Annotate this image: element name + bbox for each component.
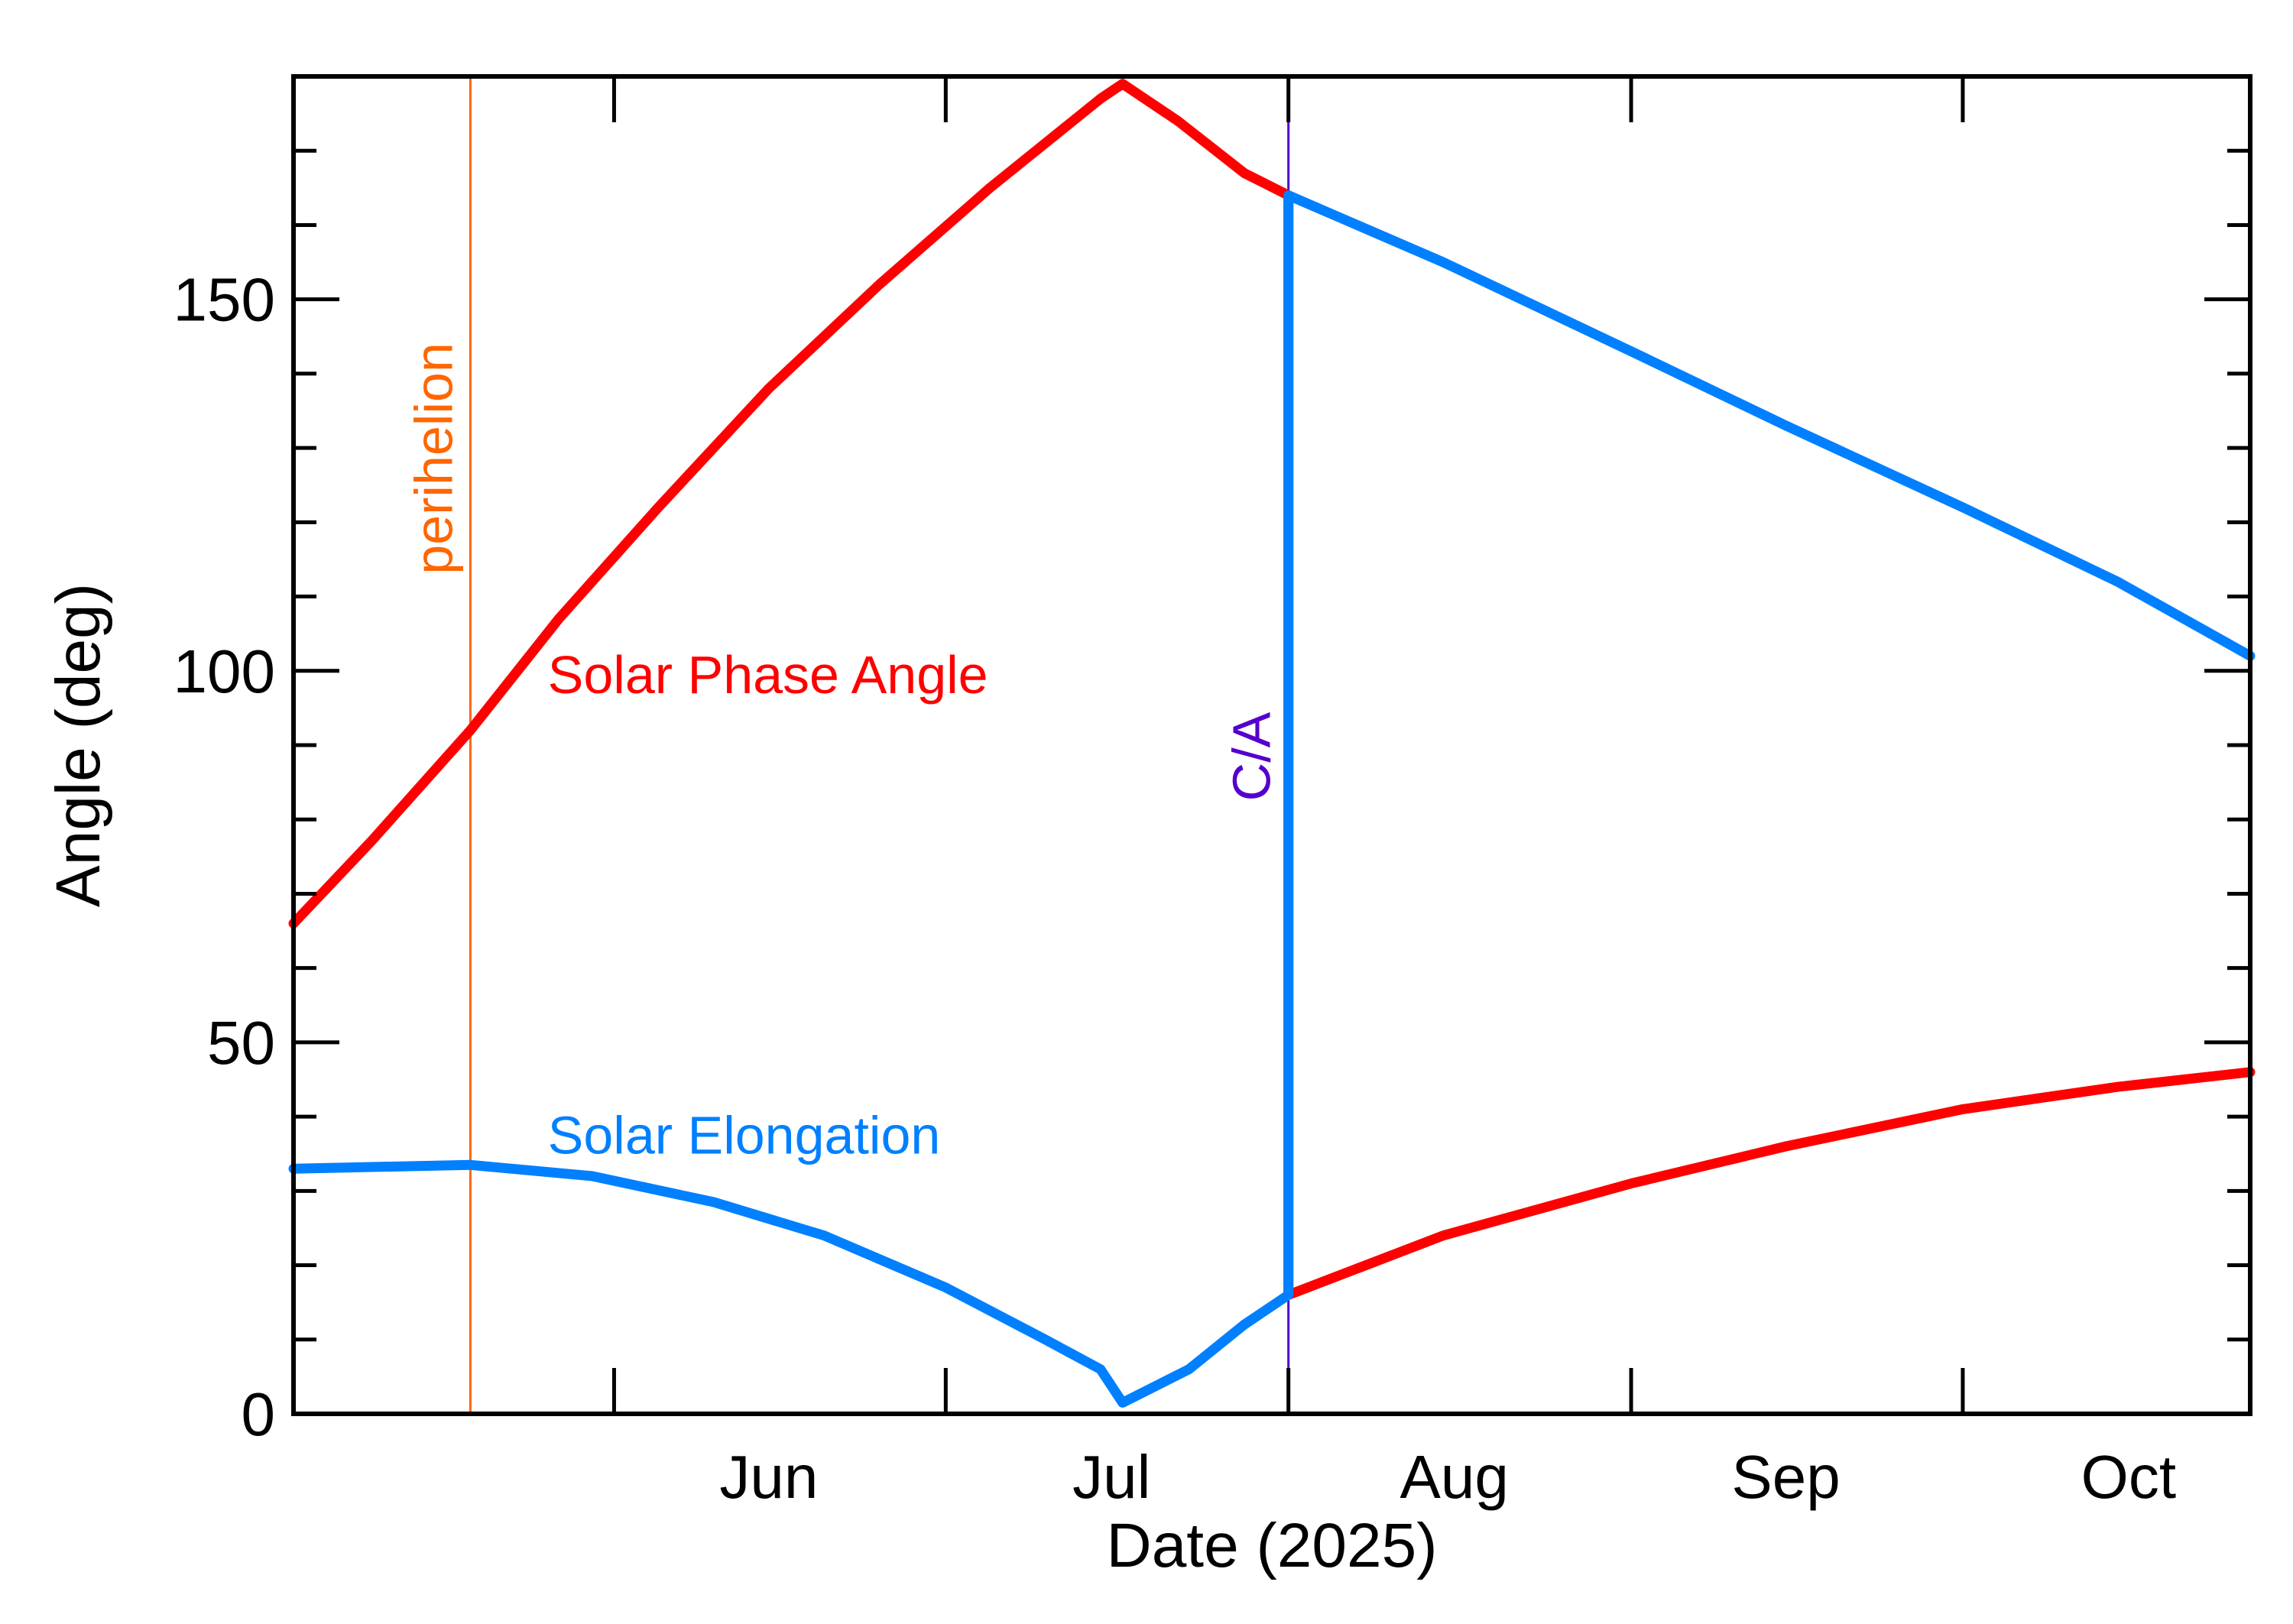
y-tick-label: 150 — [174, 266, 275, 334]
series-line-solar-elongation — [288, 190, 2256, 1408]
series-label-solar-phase-angle: Solar Phase Angle — [548, 645, 988, 705]
annotations: Solar Phase Angle Solar Elongation perihel… — [404, 342, 1281, 1165]
vertical-marker-lines — [469, 76, 1290, 1414]
x-tick-label: Jul — [1072, 1443, 1150, 1511]
series-label-solar-elongation: Solar Elongation — [548, 1106, 941, 1165]
series-lines — [288, 79, 2256, 1408]
axis-ticks — [294, 74, 2250, 1416]
marker-label-ca: C/A — [1222, 712, 1282, 801]
axis-labels: 0 50 100 150 Jun Jul Aug Sep Oct — [174, 266, 2177, 1511]
y-tick-label: 0 — [242, 1380, 276, 1448]
series-line-solar-phase-angle — [288, 79, 2256, 1300]
x-tick-label: Oct — [2081, 1443, 2176, 1511]
y-tick-label: 50 — [207, 1009, 275, 1077]
x-tick-label: Aug — [1399, 1443, 1508, 1511]
x-tick-label: Jun — [719, 1443, 818, 1511]
y-tick-label: 100 — [174, 637, 275, 705]
y-axis-title: Angle (deg) — [44, 583, 113, 907]
marker-label-perihelion: perihelion — [404, 342, 463, 575]
x-axis-title: Date (2025) — [1106, 1511, 1437, 1580]
x-tick-label: Sep — [1731, 1443, 1840, 1511]
